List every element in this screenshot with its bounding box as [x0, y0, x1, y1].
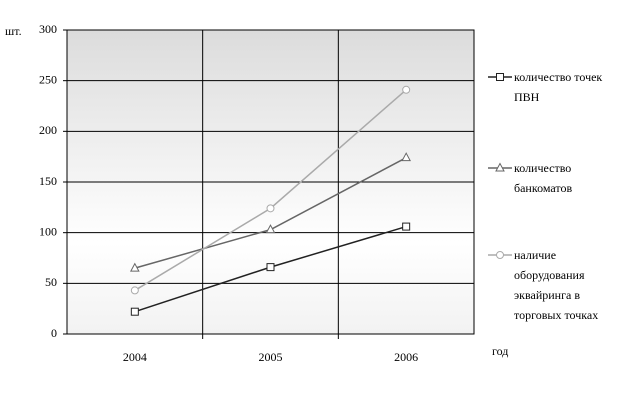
- y-tick-label: 0: [51, 326, 57, 340]
- plot-border: [66, 29, 475, 335]
- data-point: [401, 152, 411, 162]
- legend-label: наличие оборудования эквайринга в торгов…: [514, 248, 599, 322]
- y-tick-label: 300: [39, 22, 57, 36]
- data-point: [129, 262, 140, 272]
- data-point: [266, 204, 275, 213]
- y-tick-label: 50: [45, 275, 57, 289]
- data-point: [402, 222, 411, 231]
- y-tick-label: 100: [39, 224, 57, 238]
- legend-label: количество точек ПВН: [514, 70, 603, 104]
- x-tick-label: 2006: [394, 350, 418, 364]
- data-point: [130, 307, 139, 316]
- y-axis-title: шт.: [5, 24, 22, 38]
- legend-marker: [496, 73, 504, 81]
- x-axis-title: год: [492, 344, 508, 358]
- x-tick-label: 2004: [123, 350, 147, 364]
- data-point: [402, 85, 411, 94]
- data-point: [266, 263, 275, 272]
- legend-marker: [495, 162, 505, 172]
- y-tick-label: 200: [39, 123, 57, 137]
- data-point: [265, 224, 276, 234]
- y-tick-label: 150: [39, 174, 57, 188]
- legend-marker: [496, 251, 504, 259]
- x-tick-label: 2005: [259, 350, 283, 364]
- legend-label: количество банкоматов: [514, 161, 573, 195]
- y-tick-label: 250: [39, 72, 57, 86]
- data-point: [130, 286, 139, 295]
